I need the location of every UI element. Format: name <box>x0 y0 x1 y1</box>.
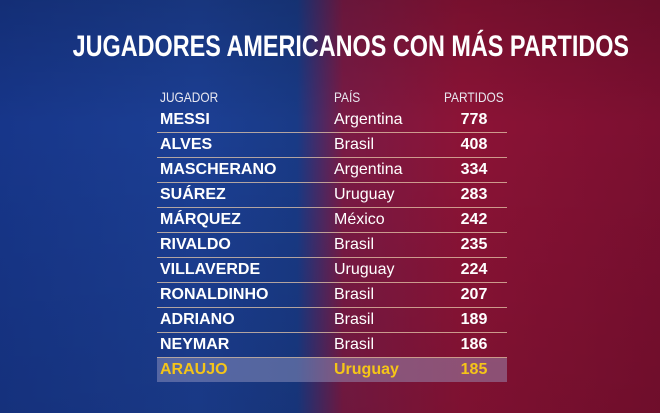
player-matches: 235 <box>460 236 488 253</box>
table-header: JUGADOR PAÍS PARTIDOS <box>157 86 507 108</box>
header-country: PAÍS <box>334 89 361 105</box>
table-row: RONALDINHO Brasil 207 <box>157 283 507 308</box>
player-matches: 778 <box>460 111 488 128</box>
player-matches: 186 <box>460 336 488 353</box>
table-row-highlighted: ARAUJO Uruguay 185 <box>157 358 507 382</box>
player-name: MÁRQUEZ <box>160 211 241 228</box>
player-country: Uruguay <box>334 186 395 203</box>
player-country: México <box>334 211 385 228</box>
player-name: SUÁREZ <box>160 186 226 203</box>
table-row: VILLAVERDE Uruguay 224 <box>157 258 507 283</box>
player-matches: 207 <box>460 286 488 303</box>
table-row: MÁRQUEZ México 242 <box>157 208 507 233</box>
player-country: Uruguay <box>334 361 399 378</box>
player-name: ALVES <box>160 136 213 153</box>
player-country: Brasil <box>334 311 375 328</box>
player-country: Brasil <box>334 336 375 353</box>
player-matches: 224 <box>460 261 488 278</box>
player-name: MESSI <box>160 111 210 128</box>
player-matches: 242 <box>460 211 488 228</box>
player-name: MASCHERANO <box>160 161 277 178</box>
table-row: SUÁREZ Uruguay 283 <box>157 183 507 208</box>
table-body: MESSI Argentina 778 ALVES Brasil 408 MASCHERAN… <box>157 108 507 382</box>
player-matches: 185 <box>460 361 488 378</box>
player-matches: 189 <box>460 311 488 328</box>
table-row: ADRIANO Brasil 189 <box>157 308 507 333</box>
header-matches: PARTIDOS <box>444 89 504 105</box>
header-country-cell: PAÍS <box>334 89 444 105</box>
player-name: ADRIANO <box>160 311 235 328</box>
table-row: MESSI Argentina 778 <box>157 108 507 133</box>
player-country: Uruguay <box>334 261 395 278</box>
table-row: NEYMAR Brasil 186 <box>157 333 507 358</box>
player-country: Brasil <box>334 136 375 153</box>
player-country: Brasil <box>334 236 375 253</box>
player-name: RONALDINHO <box>160 286 269 303</box>
player-country: Argentina <box>334 161 403 178</box>
player-name: VILLAVERDE <box>160 261 261 278</box>
header-player: JUGADOR <box>160 89 219 105</box>
player-matches: 408 <box>460 136 488 153</box>
table-row: RIVALDO Brasil 235 <box>157 233 507 258</box>
player-name: RIVALDO <box>160 236 231 253</box>
page-title: JUGADORES AMERICANOS CON MÁS PARTIDOS <box>72 30 630 63</box>
table-row: MASCHERANO Argentina 334 <box>157 158 507 183</box>
table-row: ALVES Brasil 408 <box>157 133 507 158</box>
player-name: NEYMAR <box>160 336 230 353</box>
players-table: JUGADOR PAÍS PARTIDOS MESSI Argentina 778 A… <box>157 86 507 382</box>
player-matches: 334 <box>460 161 488 178</box>
player-country: Argentina <box>334 111 403 128</box>
player-matches: 283 <box>460 186 488 203</box>
header-matches-cell: PARTIDOS <box>444 89 504 105</box>
player-country: Brasil <box>334 286 375 303</box>
header-player-cell: JUGADOR <box>157 89 334 105</box>
player-name: ARAUJO <box>160 361 228 378</box>
